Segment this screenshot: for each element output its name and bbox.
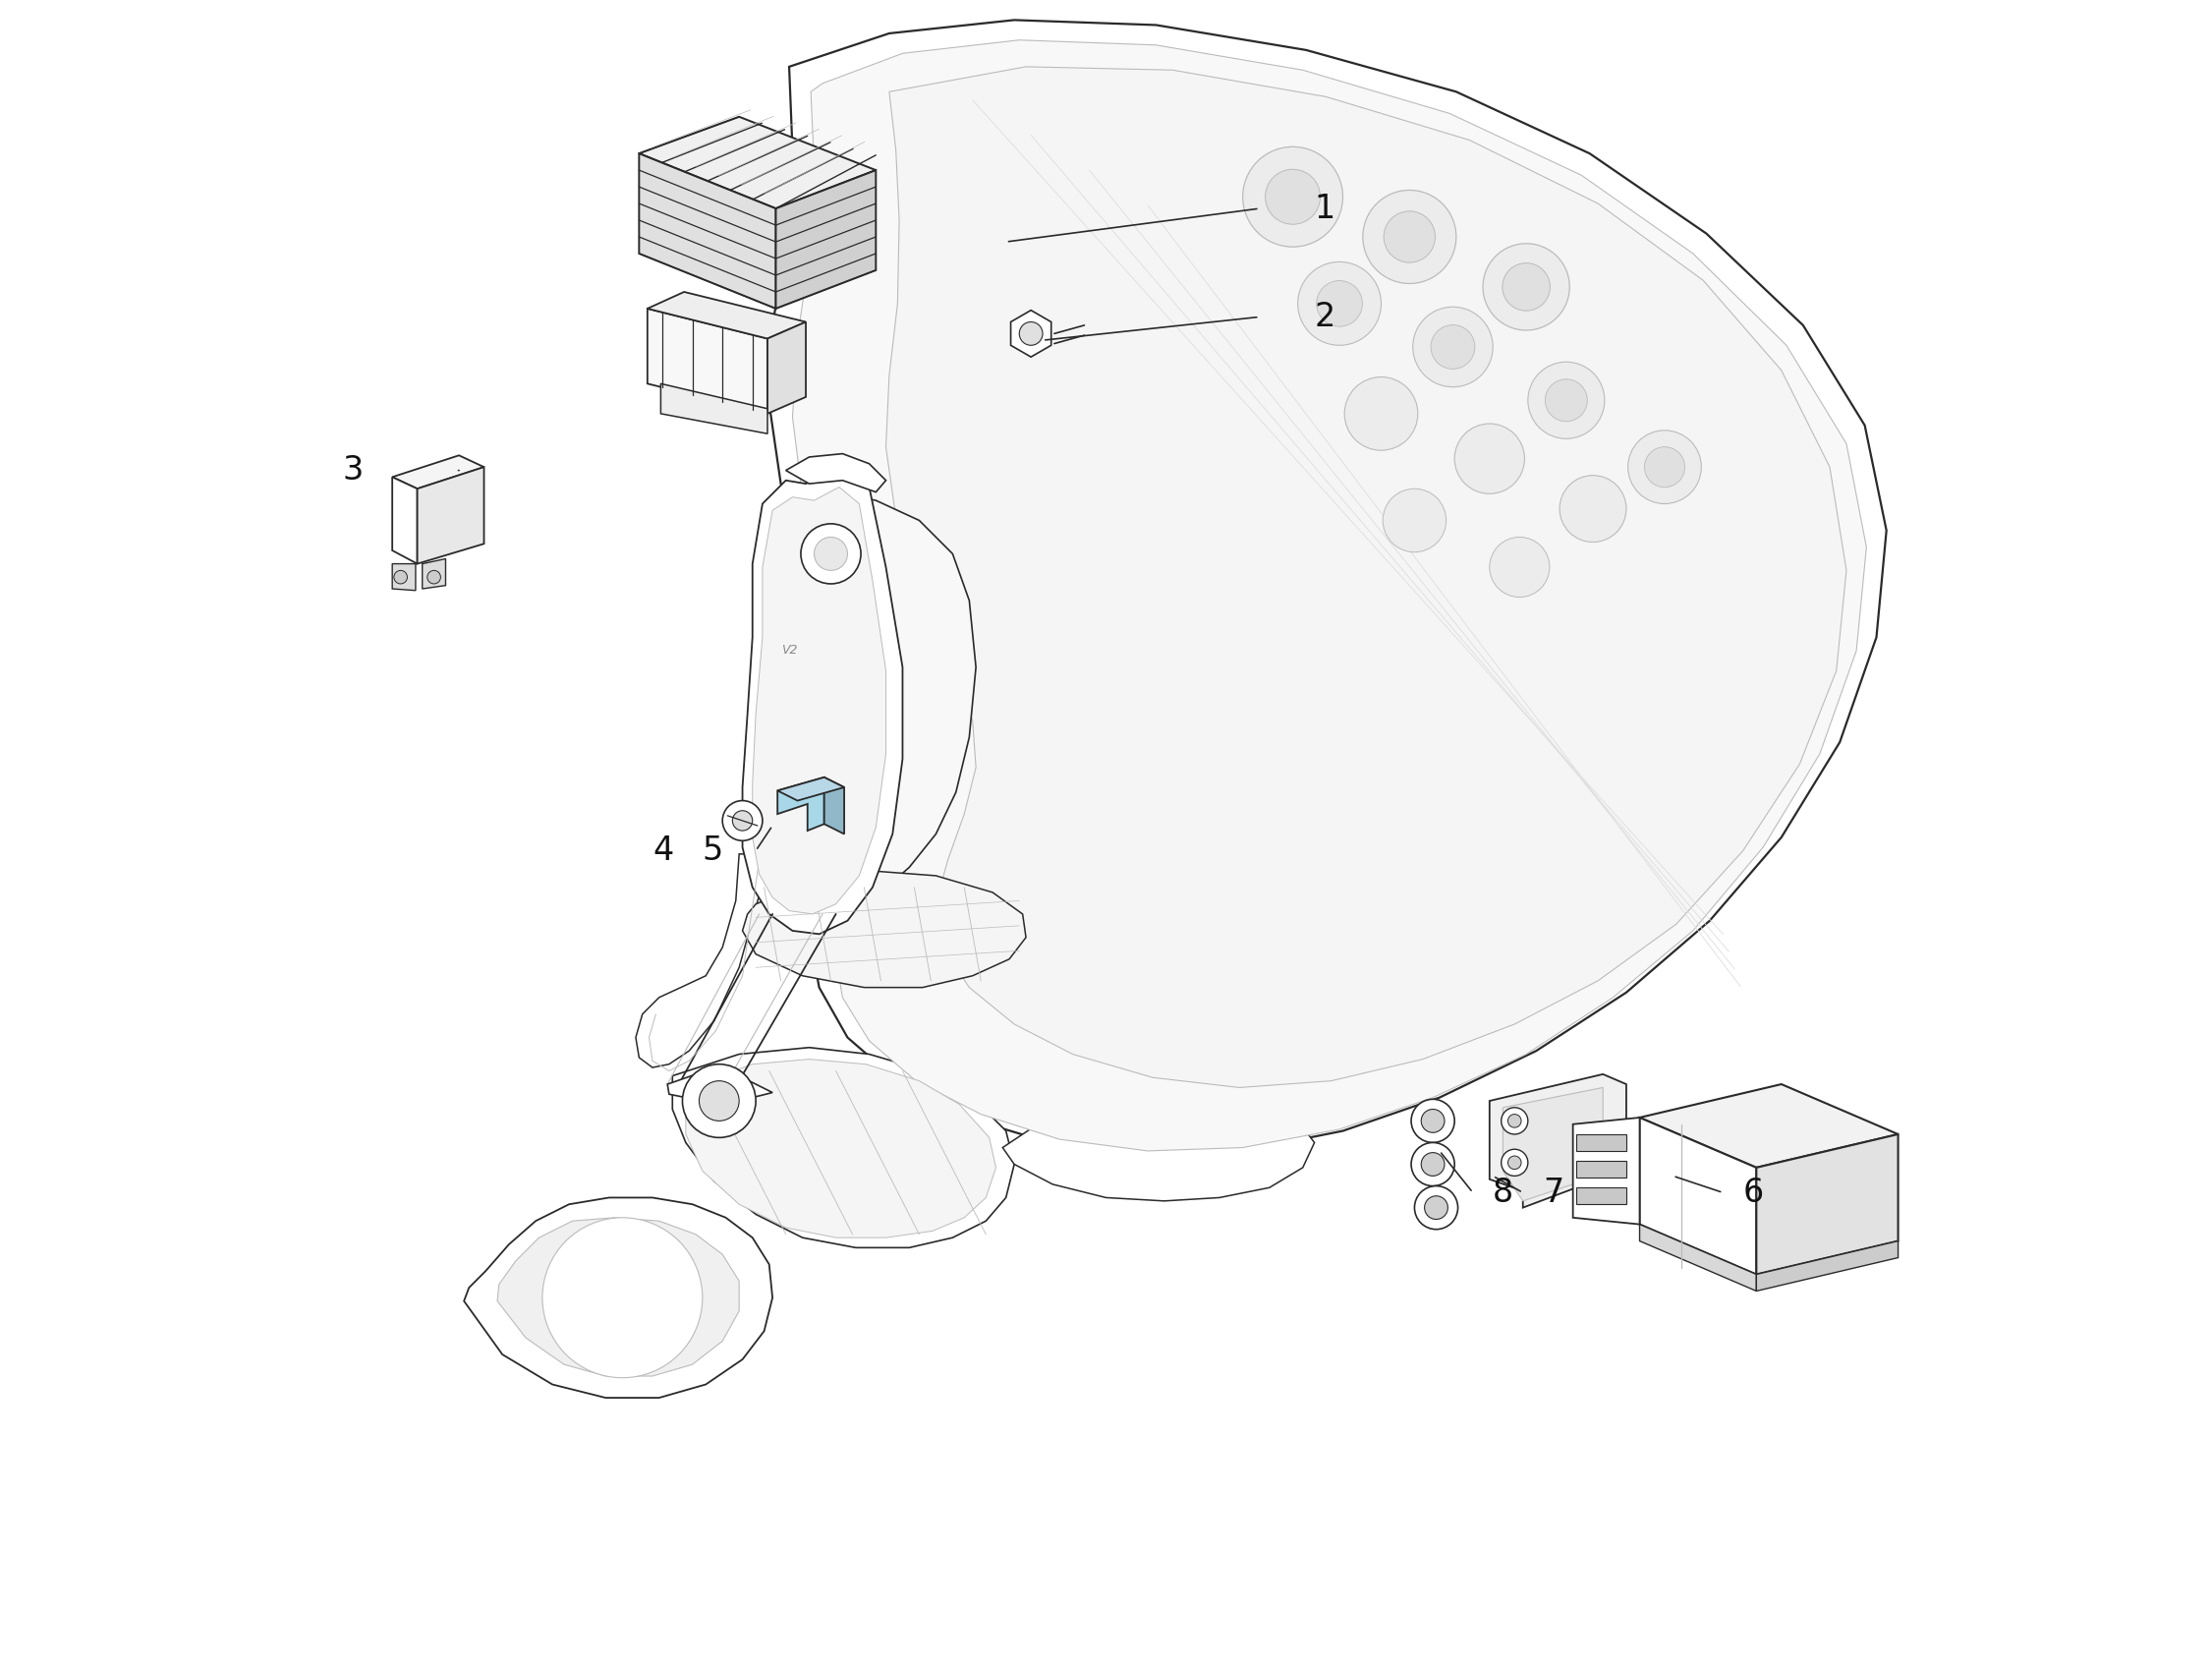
Polygon shape	[776, 777, 825, 831]
Circle shape	[1316, 280, 1363, 327]
Polygon shape	[1639, 1224, 1756, 1291]
Polygon shape	[661, 384, 768, 434]
Polygon shape	[1573, 1118, 1639, 1224]
Circle shape	[1431, 325, 1475, 369]
Circle shape	[684, 1064, 757, 1138]
Polygon shape	[768, 322, 805, 414]
Circle shape	[1546, 379, 1588, 422]
Polygon shape	[1756, 1134, 1898, 1274]
Polygon shape	[743, 467, 902, 934]
Text: 2: 2	[1314, 300, 1336, 334]
Circle shape	[1413, 307, 1493, 387]
Polygon shape	[648, 292, 805, 339]
Circle shape	[1528, 362, 1604, 439]
Circle shape	[1559, 475, 1626, 542]
Text: OEM: OEM	[942, 756, 1270, 879]
Circle shape	[1502, 264, 1551, 310]
Polygon shape	[668, 1071, 772, 1101]
Circle shape	[732, 811, 752, 831]
Circle shape	[1345, 377, 1418, 450]
Polygon shape	[1502, 1088, 1604, 1201]
Polygon shape	[885, 67, 1847, 1088]
Circle shape	[1455, 424, 1524, 494]
Circle shape	[1502, 1149, 1528, 1176]
Polygon shape	[785, 454, 885, 492]
Circle shape	[953, 697, 1259, 1004]
Polygon shape	[392, 477, 418, 564]
Circle shape	[1265, 170, 1321, 225]
Circle shape	[1509, 1156, 1522, 1169]
Circle shape	[814, 537, 847, 570]
Text: V2: V2	[781, 644, 796, 657]
Polygon shape	[1639, 1084, 1898, 1168]
Polygon shape	[392, 564, 416, 590]
Circle shape	[394, 570, 407, 584]
Circle shape	[1482, 244, 1571, 330]
Polygon shape	[792, 40, 1867, 1151]
Polygon shape	[825, 777, 845, 834]
Polygon shape	[776, 170, 876, 309]
Text: 5: 5	[703, 834, 723, 867]
Polygon shape	[418, 467, 484, 564]
Circle shape	[699, 1081, 739, 1121]
Circle shape	[1644, 447, 1686, 487]
Circle shape	[1298, 262, 1380, 345]
Polygon shape	[635, 847, 772, 1068]
Circle shape	[1628, 430, 1701, 504]
Polygon shape	[639, 153, 776, 309]
Polygon shape	[748, 487, 975, 907]
Circle shape	[1385, 212, 1436, 262]
Text: 6: 6	[1743, 1176, 1763, 1209]
Polygon shape	[648, 309, 768, 414]
Bar	[1577, 1134, 1626, 1151]
Circle shape	[1502, 1108, 1528, 1134]
Circle shape	[801, 524, 860, 584]
Polygon shape	[752, 487, 885, 914]
Circle shape	[1509, 1114, 1522, 1128]
Polygon shape	[422, 559, 445, 589]
Circle shape	[1020, 322, 1042, 345]
Text: 3: 3	[343, 454, 363, 487]
Polygon shape	[1002, 1081, 1314, 1201]
Polygon shape	[465, 1198, 772, 1398]
Circle shape	[1420, 1109, 1444, 1133]
Polygon shape	[392, 455, 484, 489]
Polygon shape	[1489, 1074, 1626, 1208]
Circle shape	[1413, 1186, 1458, 1229]
Circle shape	[1363, 190, 1455, 284]
Text: 1: 1	[1314, 192, 1336, 225]
Polygon shape	[1011, 310, 1051, 357]
Text: MOTORPARTS: MOTORPARTS	[907, 917, 1305, 967]
Circle shape	[723, 801, 763, 841]
Polygon shape	[770, 20, 1887, 1154]
Polygon shape	[639, 117, 876, 208]
Bar	[1577, 1188, 1626, 1204]
Text: 4: 4	[653, 834, 672, 867]
Circle shape	[1411, 1099, 1455, 1143]
Circle shape	[542, 1218, 703, 1378]
Polygon shape	[1756, 1241, 1898, 1291]
Circle shape	[1489, 537, 1551, 597]
Polygon shape	[672, 1048, 1015, 1248]
Polygon shape	[686, 1059, 995, 1238]
Circle shape	[1243, 147, 1343, 247]
Polygon shape	[1639, 1118, 1756, 1274]
Polygon shape	[776, 777, 845, 801]
Circle shape	[1420, 1153, 1444, 1176]
Polygon shape	[498, 1218, 739, 1376]
Circle shape	[1382, 489, 1447, 552]
Circle shape	[1425, 1196, 1449, 1219]
Polygon shape	[743, 871, 1026, 987]
Circle shape	[427, 570, 440, 584]
Text: 8: 8	[1493, 1176, 1513, 1209]
Text: 7: 7	[1544, 1176, 1564, 1209]
Circle shape	[1411, 1143, 1455, 1186]
Bar	[1577, 1161, 1626, 1178]
